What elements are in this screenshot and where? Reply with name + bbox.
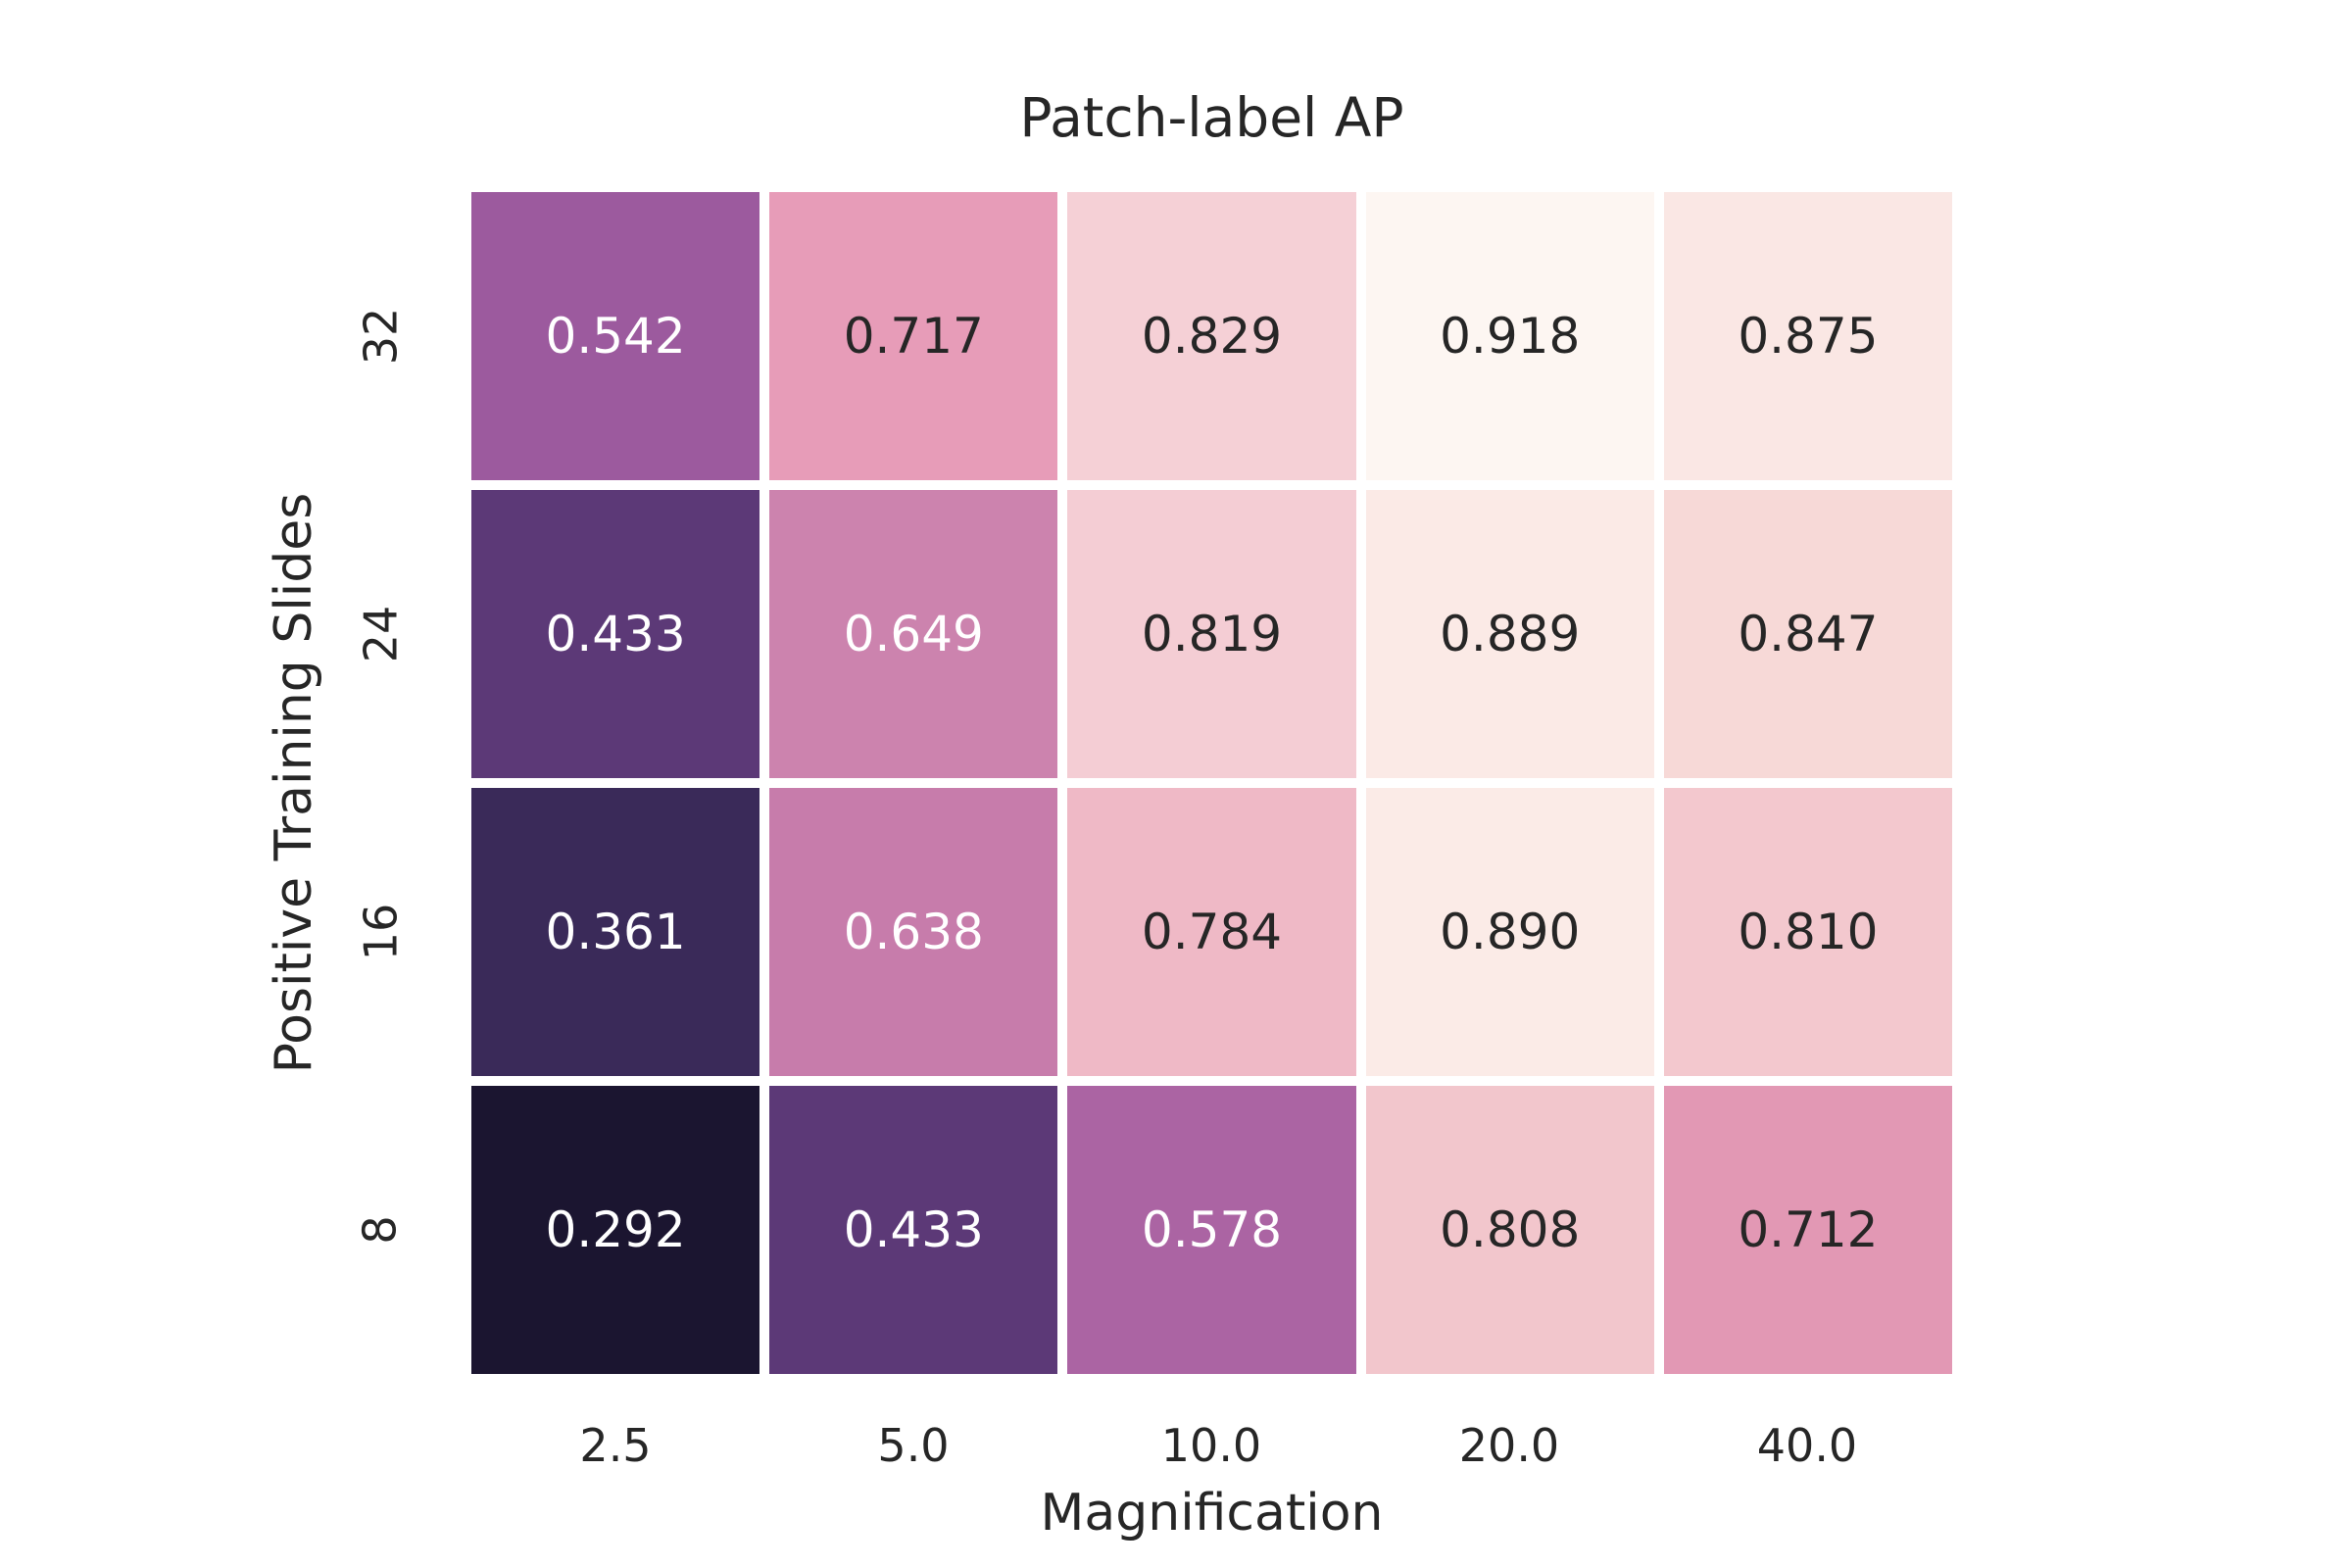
heatmap-cell: 0.433 bbox=[471, 490, 760, 778]
heatmap-cell: 0.847 bbox=[1663, 490, 1952, 778]
x-tick-label: 10.0 bbox=[1160, 1419, 1262, 1472]
x-axis-label: Magnification bbox=[1040, 1484, 1384, 1543]
y-tick-text: 32 bbox=[353, 307, 407, 366]
heatmap-cell: 0.649 bbox=[769, 490, 1058, 778]
y-tick-text: 24 bbox=[353, 605, 407, 663]
heatmap-cell: 0.808 bbox=[1365, 1086, 1654, 1374]
heatmap-cell: 0.433 bbox=[769, 1086, 1058, 1374]
x-tick-label: 2.5 bbox=[579, 1419, 652, 1472]
heatmap-cell: 0.712 bbox=[1663, 1086, 1952, 1374]
y-tick-label: 24 bbox=[321, 575, 439, 693]
y-axis-label: Positive Training Slides bbox=[265, 492, 323, 1074]
y-tick-text: 16 bbox=[353, 903, 407, 961]
heatmap-cell: 0.890 bbox=[1365, 788, 1654, 1076]
x-tick-label: 40.0 bbox=[1756, 1419, 1858, 1472]
y-tick-label: 32 bbox=[321, 277, 439, 395]
heatmap-cell: 0.889 bbox=[1365, 490, 1654, 778]
heatmap-cell: 0.829 bbox=[1067, 192, 1356, 480]
heatmap-cell: 0.784 bbox=[1067, 788, 1356, 1076]
x-tick-label: 5.0 bbox=[877, 1419, 950, 1472]
heatmap-cell: 0.810 bbox=[1663, 788, 1952, 1076]
heatmap-cell: 0.292 bbox=[471, 1086, 760, 1374]
heatmap-cell: 0.578 bbox=[1067, 1086, 1356, 1374]
chart-title: Patch-label AP bbox=[1019, 86, 1404, 149]
heatmap-cell: 0.819 bbox=[1067, 490, 1356, 778]
heatmap-grid: 0.542 0.717 0.829 0.918 0.875 0.433 0.64… bbox=[471, 192, 1952, 1374]
y-tick-label: 16 bbox=[321, 873, 439, 991]
y-tick-label: 8 bbox=[321, 1171, 439, 1289]
y-tick-text: 8 bbox=[354, 1215, 407, 1245]
heatmap-cell: 0.542 bbox=[471, 192, 760, 480]
x-tick-label: 20.0 bbox=[1458, 1419, 1560, 1472]
heatmap-cell: 0.717 bbox=[769, 192, 1058, 480]
heatmap-cell: 0.918 bbox=[1365, 192, 1654, 480]
heatmap-cell: 0.638 bbox=[769, 788, 1058, 1076]
heatmap-cell: 0.875 bbox=[1663, 192, 1952, 480]
heatmap-cell: 0.361 bbox=[471, 788, 760, 1076]
